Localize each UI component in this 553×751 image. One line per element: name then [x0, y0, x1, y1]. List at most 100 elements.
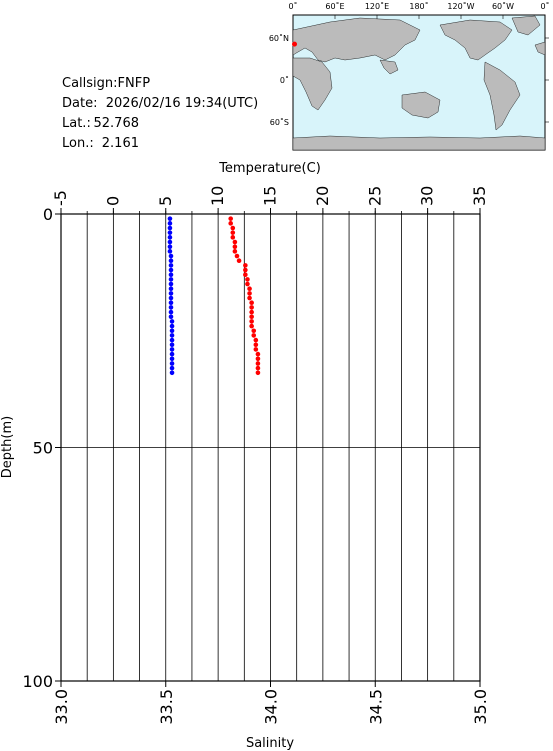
map-lon-label: 120˚W [447, 1, 474, 11]
data-point [255, 356, 261, 362]
data-point [168, 253, 174, 259]
data-point [169, 351, 175, 357]
x-axis-title: Temperature(C) [218, 161, 321, 176]
data-point [230, 225, 236, 231]
data-point [253, 342, 259, 348]
data-point [232, 244, 238, 249]
data-point [168, 295, 174, 301]
x2-tick-label: 33.5 [157, 689, 176, 725]
data-point [169, 333, 175, 338]
data-point [169, 342, 175, 348]
data-point [167, 221, 173, 226]
map-lon-label: 120˚E [365, 1, 389, 11]
data-point [168, 263, 174, 268]
x2-axis-title: Salinity [246, 736, 294, 751]
data-point [167, 230, 173, 235]
data-point [245, 281, 250, 287]
data-point [168, 286, 174, 292]
x-tick-label: 15 [261, 186, 280, 206]
data-point [169, 370, 175, 376]
data-point [245, 277, 250, 282]
map-marker [292, 41, 298, 47]
x-tick-label: 5 [156, 196, 175, 206]
data-point [255, 361, 261, 366]
data-point [243, 263, 248, 268]
data-point [236, 258, 242, 264]
callsign: Callsign:FNFP [62, 76, 150, 91]
data-point [249, 314, 254, 320]
data-point [255, 370, 261, 376]
x-tick-label: 10 [208, 186, 227, 206]
x-tick-label: 35 [470, 186, 489, 206]
data-point [247, 291, 252, 296]
data-point [230, 235, 236, 240]
data-point [253, 337, 259, 343]
data-point [168, 272, 174, 278]
data-point [169, 337, 175, 343]
data-point [168, 258, 174, 264]
data-point [169, 323, 175, 329]
data-point [251, 333, 257, 338]
map-lat-label: 60˚N [269, 33, 289, 43]
data-point [228, 216, 233, 221]
data-point [169, 319, 175, 324]
x-tick-label: 20 [313, 186, 332, 206]
map-lon-label: 60˚W [492, 1, 514, 11]
data-point [232, 249, 238, 254]
date: Date: 2026/02/16 19:34(UTC) [62, 96, 258, 111]
x2-tick-label: 35.0 [471, 689, 490, 725]
data-point [168, 309, 174, 315]
data-point [167, 216, 173, 221]
world-map [292, 14, 546, 151]
data-point [168, 281, 174, 287]
map-lon-label: 180˚ [409, 1, 428, 11]
data-point [255, 351, 261, 357]
lat-label: Lat.: [62, 116, 91, 131]
y-tick-label: 100 [22, 672, 53, 691]
map-lat-label: 60˚S [270, 117, 289, 127]
y-axis-title: Depth(m) [0, 416, 15, 478]
data-point [230, 230, 236, 235]
data-point [167, 249, 173, 254]
x2-tick-label: 34.5 [366, 689, 385, 725]
data-point [168, 277, 174, 282]
x2-tick-label: 33.0 [52, 689, 71, 725]
data-point [167, 239, 173, 245]
x2-tick-label: 34.0 [262, 689, 281, 725]
data-point [243, 267, 248, 273]
data-point [167, 244, 173, 249]
data-point [169, 347, 175, 352]
data-point [168, 291, 174, 296]
data-point [249, 305, 254, 310]
data-point [168, 305, 174, 310]
data-point [253, 347, 259, 352]
lat-value: 52.768 [94, 116, 140, 131]
data-point [169, 365, 175, 371]
data-point [169, 356, 175, 362]
data-point [247, 286, 252, 292]
y-tick-label: 50 [33, 439, 53, 458]
y-tick-label: 0 [43, 205, 53, 224]
data-point [168, 314, 174, 320]
data-point [234, 253, 240, 259]
data-point [249, 309, 254, 315]
data-point [169, 361, 175, 366]
map-lon-label: 60˚E [325, 1, 344, 11]
data-point [169, 328, 175, 334]
map-lon-label: 0˚ [288, 1, 297, 11]
data-point [251, 328, 257, 334]
map-land [292, 15, 546, 151]
map-lon-label: 0˚ [540, 1, 549, 11]
lon-label: Lon.: [62, 136, 94, 151]
x-tick-label: -5 [51, 190, 70, 206]
data-point [249, 323, 254, 329]
x-tick-label: 0 [103, 196, 122, 206]
data-point [232, 239, 238, 245]
data-point [167, 235, 173, 240]
map-lat-label: 0˚ [280, 75, 289, 85]
data-point [167, 225, 173, 231]
data-point [247, 295, 252, 301]
lon-value: 2.161 [102, 136, 139, 151]
data-point [228, 221, 233, 226]
data-point [168, 300, 174, 306]
